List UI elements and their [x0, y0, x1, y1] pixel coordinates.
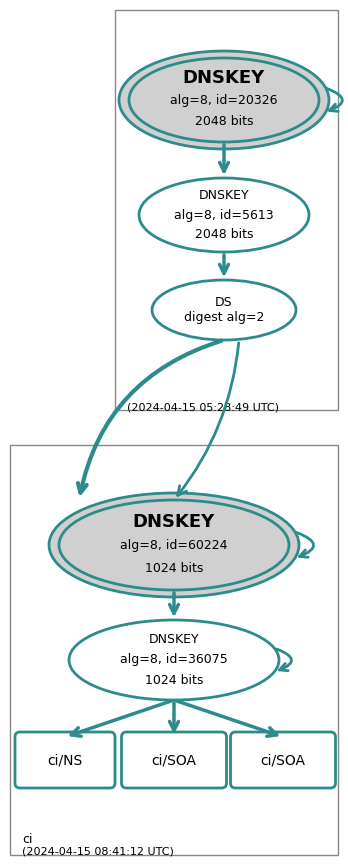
Ellipse shape: [69, 620, 279, 700]
FancyArrowPatch shape: [296, 533, 314, 557]
Text: ci: ci: [22, 833, 32, 846]
Text: DNSKEY: DNSKEY: [183, 69, 265, 87]
Text: 2048 bits: 2048 bits: [195, 115, 253, 128]
Text: 2048 bits: 2048 bits: [195, 227, 253, 240]
FancyBboxPatch shape: [15, 732, 115, 788]
Text: .: .: [127, 388, 131, 401]
Ellipse shape: [129, 58, 319, 142]
Text: alg=8, id=20326: alg=8, id=20326: [170, 93, 278, 106]
Ellipse shape: [49, 493, 299, 597]
Text: 1024 bits: 1024 bits: [145, 562, 203, 575]
Text: digest alg=2: digest alg=2: [184, 311, 264, 324]
FancyBboxPatch shape: [10, 445, 338, 855]
Text: ci/NS: ci/NS: [47, 753, 82, 767]
FancyArrowPatch shape: [277, 649, 292, 670]
Text: ci/SOA: ci/SOA: [261, 753, 306, 767]
Text: DNSKEY: DNSKEY: [133, 513, 215, 530]
Ellipse shape: [59, 500, 289, 590]
Text: DS: DS: [215, 296, 233, 309]
Text: ci/SOA: ci/SOA: [151, 753, 197, 767]
Text: DNSKEY: DNSKEY: [199, 189, 249, 202]
FancyArrowPatch shape: [327, 88, 342, 112]
Ellipse shape: [139, 178, 309, 252]
Text: 1024 bits: 1024 bits: [145, 675, 203, 688]
Text: DNSKEY: DNSKEY: [149, 632, 199, 645]
Text: alg=8, id=60224: alg=8, id=60224: [120, 539, 228, 552]
Text: (2024-04-15 08:41:12 UTC): (2024-04-15 08:41:12 UTC): [22, 847, 174, 857]
FancyBboxPatch shape: [121, 732, 227, 788]
FancyBboxPatch shape: [115, 10, 338, 410]
Text: (2024-04-15 05:28:49 UTC): (2024-04-15 05:28:49 UTC): [127, 402, 279, 412]
Ellipse shape: [119, 51, 329, 149]
Ellipse shape: [152, 280, 296, 340]
FancyBboxPatch shape: [230, 732, 335, 788]
Text: alg=8, id=36075: alg=8, id=36075: [120, 653, 228, 667]
Text: alg=8, id=5613: alg=8, id=5613: [174, 208, 274, 221]
